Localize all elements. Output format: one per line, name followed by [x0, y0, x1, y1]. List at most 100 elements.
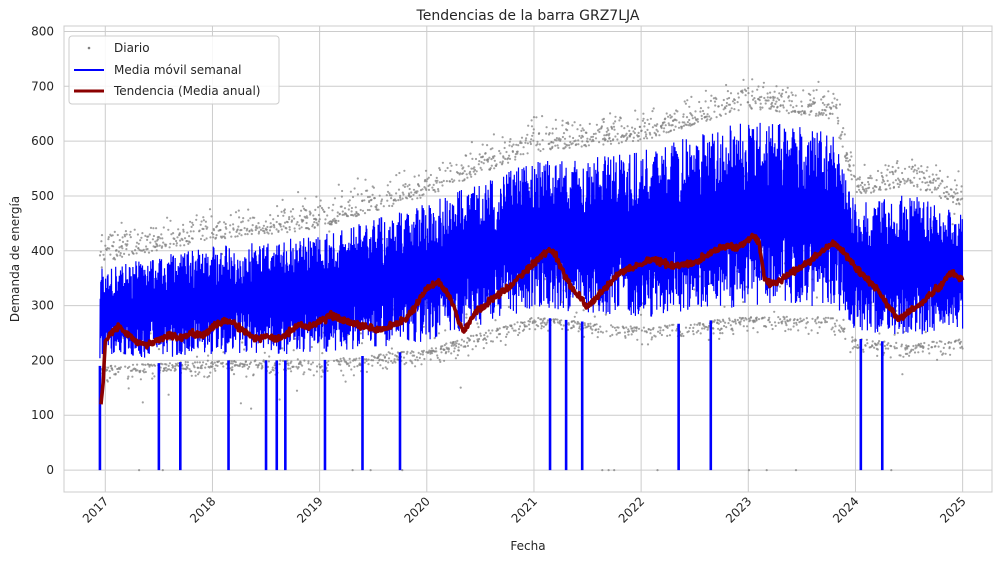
daily-point [674, 125, 677, 128]
daily-point [701, 327, 704, 330]
daily-point [861, 186, 864, 189]
daily-point [474, 173, 477, 176]
daily-point [586, 137, 589, 140]
daily-point [338, 212, 341, 215]
daily-point [793, 322, 796, 325]
daily-point [128, 365, 131, 368]
daily-point [462, 172, 465, 175]
daily-point [540, 324, 543, 328]
daily-point [728, 96, 731, 100]
daily-point [825, 320, 829, 324]
daily-point [939, 196, 943, 200]
daily-point [290, 219, 294, 222]
daily-point [499, 152, 502, 155]
daily-point [721, 332, 724, 335]
daily-point [956, 192, 959, 195]
daily-point [152, 234, 155, 238]
daily-point [952, 347, 955, 350]
daily-point [302, 219, 305, 222]
daily-point [109, 253, 112, 256]
daily-point [401, 197, 404, 200]
daily-point [240, 228, 243, 232]
daily-point [370, 198, 373, 201]
daily-point [275, 220, 278, 224]
daily-point [135, 241, 139, 244]
daily-point [652, 326, 655, 330]
y-tick-label: 100 [31, 408, 54, 422]
daily-point [831, 101, 834, 104]
daily-point [581, 127, 584, 130]
daily-point [688, 105, 691, 108]
daily-point [706, 328, 709, 331]
daily-point [835, 103, 838, 106]
daily-point [950, 194, 954, 197]
daily-point [152, 227, 155, 230]
daily-point [910, 348, 913, 351]
daily-point [954, 192, 957, 195]
daily-point [294, 337, 297, 340]
daily-point [300, 226, 303, 229]
daily-point [737, 109, 740, 112]
daily-point [946, 175, 949, 178]
daily-point [624, 336, 627, 339]
daily-point [321, 352, 324, 355]
daily-point [172, 232, 175, 235]
daily-point [581, 135, 585, 138]
daily-point [602, 120, 605, 124]
daily-point [589, 327, 592, 330]
daily-point [798, 110, 801, 113]
daily-point [401, 191, 404, 194]
daily-point [353, 365, 356, 368]
daily-point [161, 245, 164, 248]
x-axis-label: Fecha [510, 539, 545, 553]
daily-point [425, 180, 428, 183]
daily-point [464, 345, 467, 348]
daily-point [790, 91, 793, 94]
daily-point [759, 108, 762, 111]
daily-point [657, 330, 660, 333]
daily-point [876, 169, 880, 173]
daily-point [608, 136, 611, 140]
daily-point [459, 386, 462, 389]
daily-point [495, 163, 498, 166]
daily-point [139, 369, 142, 372]
daily-point [729, 92, 733, 95]
daily-point [182, 223, 185, 226]
daily-point [725, 101, 729, 105]
daily-point [668, 124, 671, 127]
daily-point [585, 145, 588, 148]
daily-point [780, 95, 783, 98]
daily-point [246, 233, 249, 236]
daily-point [175, 242, 178, 245]
daily-point [442, 179, 445, 182]
daily-point [690, 95, 693, 98]
daily-point [267, 360, 270, 363]
daily-point [281, 198, 284, 201]
daily-point [853, 345, 856, 348]
daily-point [268, 229, 272, 232]
daily-point [465, 316, 468, 319]
daily-point [516, 150, 519, 153]
daily-point [379, 353, 382, 356]
daily-point [846, 157, 849, 160]
daily-point [846, 153, 849, 156]
daily-point [849, 151, 852, 154]
daily-point [467, 354, 470, 357]
daily-point [414, 365, 417, 368]
daily-point [704, 89, 708, 92]
legend-box [68, 35, 280, 105]
daily-point [341, 210, 344, 213]
daily-point [490, 340, 493, 343]
daily-point [741, 316, 745, 320]
daily-point [886, 179, 889, 182]
daily-point [768, 321, 771, 324]
daily-point [470, 141, 473, 144]
daily-point [803, 110, 806, 113]
daily-point [935, 164, 938, 167]
daily-point [413, 175, 416, 178]
daily-point [111, 368, 114, 371]
daily-point [888, 183, 891, 186]
daily-point [151, 377, 154, 380]
daily-point [626, 136, 629, 139]
daily-point [591, 332, 594, 335]
